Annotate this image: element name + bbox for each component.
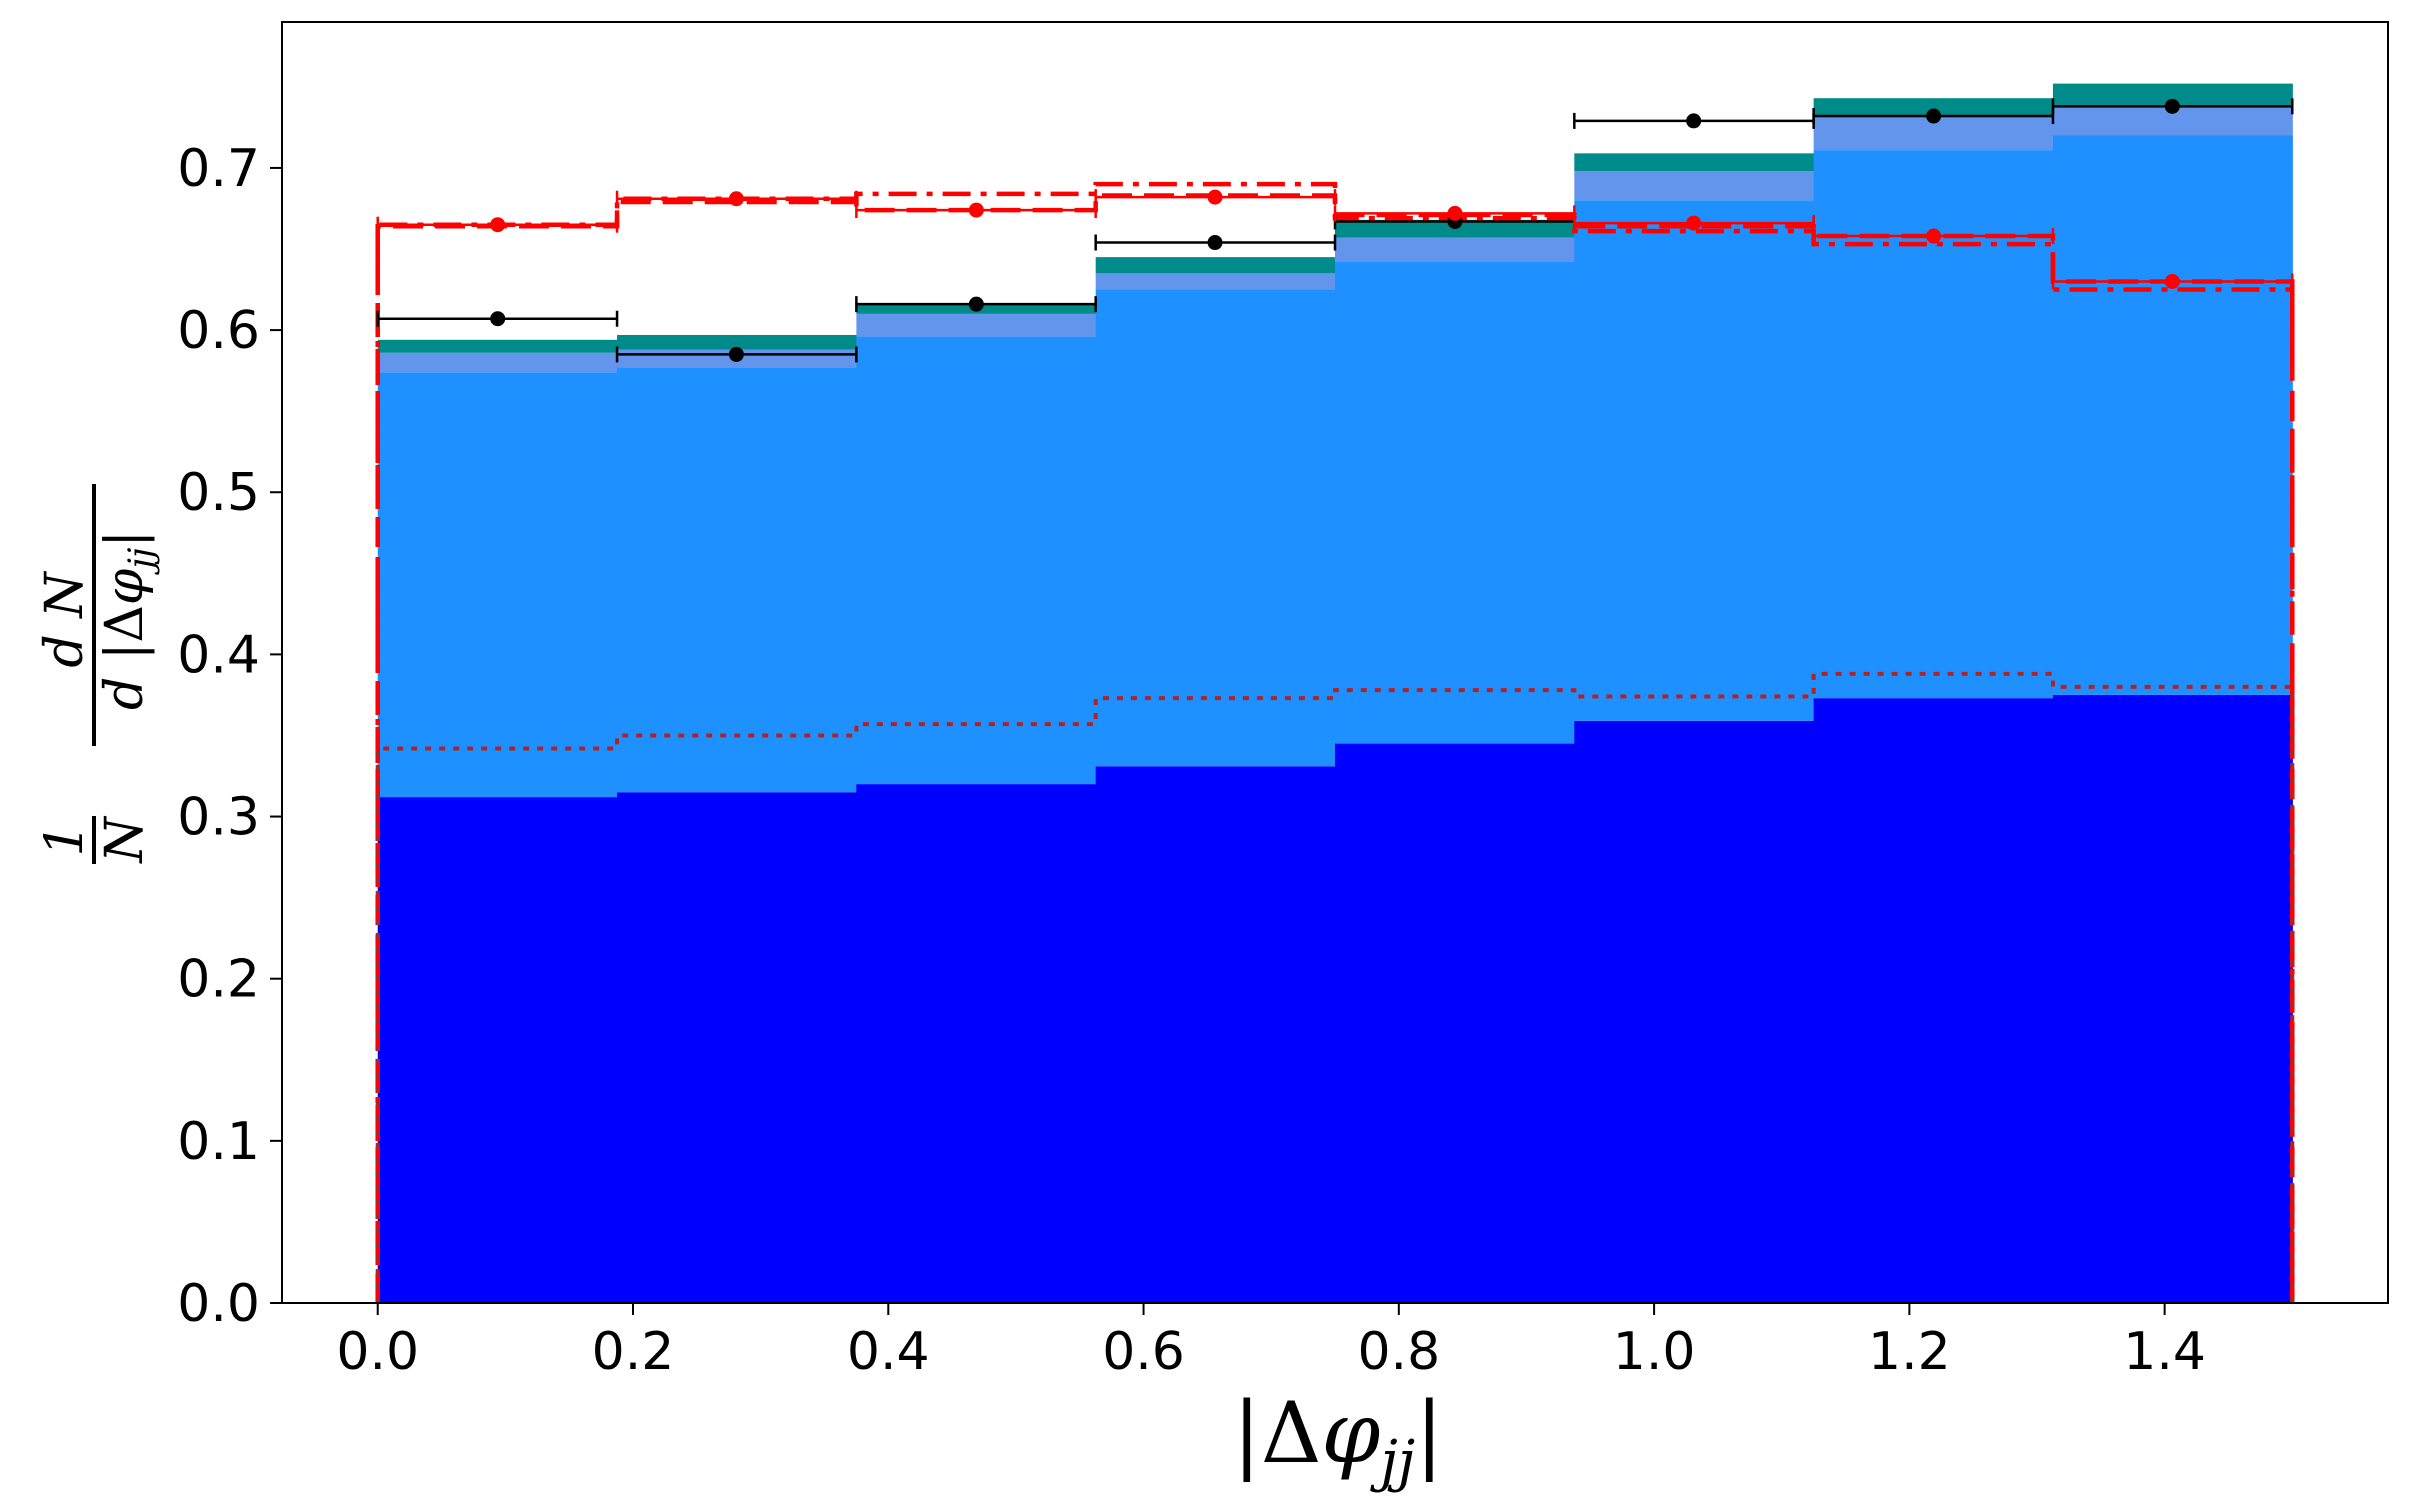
y-tick-label: 0.7: [177, 139, 260, 199]
x-tick-label: 1.2: [1868, 1322, 1951, 1382]
bar-segment: [377, 339, 618, 353]
bar-segment: [1813, 98, 2054, 118]
x-axis-label: |Δφjj|: [1233, 1384, 1444, 1494]
data-point: [2164, 273, 2180, 289]
bar-segment: [1335, 743, 1575, 1303]
data-point: [1686, 113, 1702, 129]
bar-segment: [617, 334, 857, 350]
stacked-bars: [377, 83, 2293, 1303]
data-markers: [376, 98, 2294, 363]
bar-segment: [617, 792, 857, 1303]
svg-text:d |Δφjj|: d |Δφjj|: [95, 530, 161, 710]
bar-segment: [377, 797, 618, 1303]
bar-segment: [377, 372, 618, 798]
x-tick-label: 0.8: [1357, 1322, 1440, 1382]
x-tick-label: 0.4: [847, 1322, 930, 1382]
data-point: [1207, 235, 1223, 251]
bar-segment: [1095, 273, 1336, 290]
y-tick-label: 0.4: [177, 625, 260, 685]
bar-segment: [1095, 289, 1336, 767]
data-point: [1926, 228, 1942, 244]
bar-segment: [1574, 200, 1815, 721]
data-point: [490, 217, 506, 233]
bar-segment: [1574, 171, 1815, 201]
y-axis: 0.0 0.1 0.2 0.3 0.4 0.5 0.6 0.7: [177, 139, 282, 1334]
data-point: [728, 346, 744, 362]
data-point: [2164, 98, 2180, 114]
bar-segment: [2052, 135, 2293, 695]
plot-frame: [281, 21, 2389, 1304]
bar-segment: [1095, 257, 1336, 274]
x-tick-label: 1.0: [1613, 1322, 1696, 1382]
data-point: [1686, 215, 1702, 231]
y-axis-label: 1 N d N d |Δφjj|: [35, 484, 161, 865]
bar-segment: [377, 352, 618, 373]
bar-segment: [1335, 237, 1575, 262]
bar-segment: [1574, 153, 1815, 172]
y-tick-label: 0.2: [177, 950, 260, 1010]
bar-segment: [1813, 698, 2054, 1303]
bar-segment: [1574, 720, 1815, 1303]
data-point: [490, 311, 506, 327]
data-point: [968, 202, 984, 218]
svg-text:1: 1: [35, 823, 95, 856]
y-tick-label: 0.0: [177, 1274, 260, 1334]
x-tick-label: 0.2: [592, 1322, 675, 1382]
svg-text:d N: d N: [35, 571, 95, 668]
y-tick-label: 0.6: [177, 301, 260, 361]
bar-segment: [856, 784, 1097, 1303]
bar-segment: [1095, 766, 1336, 1303]
data-point: [1926, 108, 1942, 124]
data-point: [1207, 189, 1223, 205]
x-tick-label: 0.0: [336, 1322, 419, 1382]
svg-text:N: N: [95, 816, 155, 865]
x-axis: 0.0 0.2 0.4 0.6 0.8 1.0 1.2 1.4: [336, 1303, 2206, 1382]
bar-segment: [2052, 694, 2293, 1303]
data-point: [1447, 205, 1463, 221]
y-tick-label: 0.1: [177, 1112, 260, 1172]
bar-segment: [856, 336, 1097, 785]
y-tick-label: 0.3: [177, 788, 260, 848]
bar-segment: [617, 367, 857, 793]
data-point: [968, 296, 984, 312]
y-tick-label: 0.5: [177, 463, 260, 523]
bar-segment: [1335, 261, 1575, 744]
data-point: [728, 191, 744, 207]
bar-segment: [856, 313, 1097, 337]
x-tick-label: 1.4: [2123, 1322, 2206, 1382]
bar-segment: [2052, 83, 2293, 107]
x-tick-label: 0.6: [1102, 1322, 1185, 1382]
